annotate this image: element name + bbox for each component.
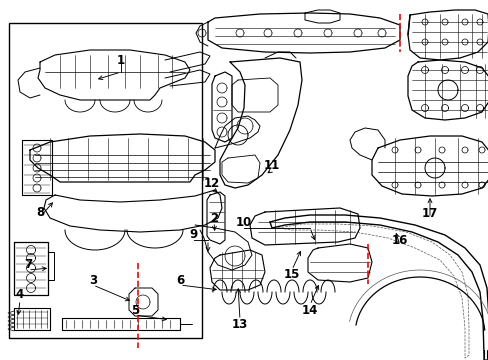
Text: 16: 16 [391, 234, 407, 247]
Text: 13: 13 [231, 319, 247, 332]
Text: 1: 1 [117, 54, 125, 67]
Text: 2: 2 [209, 212, 218, 225]
Text: 10: 10 [235, 216, 252, 229]
Text: 17: 17 [421, 207, 437, 220]
Text: 4: 4 [16, 288, 24, 302]
Text: 12: 12 [203, 176, 220, 189]
Text: 6: 6 [176, 274, 184, 287]
Bar [9, 23, 202, 338]
Text: 7: 7 [24, 258, 32, 271]
Text: 3: 3 [89, 274, 97, 287]
Text: 14: 14 [301, 303, 318, 316]
Text: 8: 8 [36, 206, 44, 219]
Text: 9: 9 [189, 228, 198, 240]
Text: 11: 11 [264, 158, 280, 171]
Text: 5: 5 [131, 303, 139, 316]
Text: 15: 15 [283, 267, 300, 280]
